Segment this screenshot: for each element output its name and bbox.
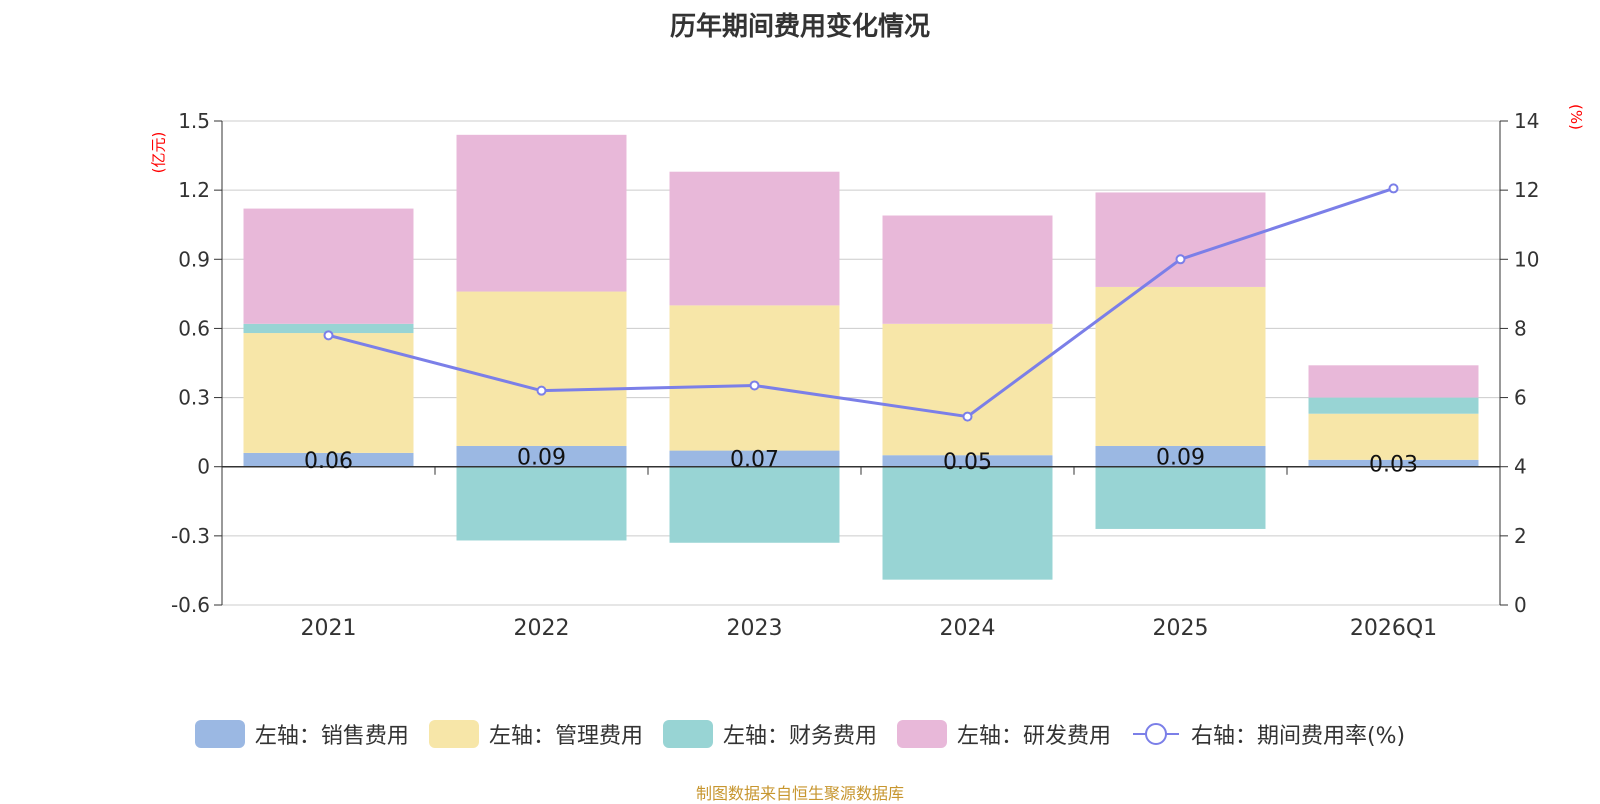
bar-sales-2022 [456,445,627,467]
x-category-label: 2026Q1 [1350,616,1437,641]
x-category-label: 2022 [514,616,570,641]
bar-sales-2023 [669,450,840,467]
legend-swatch-admin [428,720,479,748]
left-axis-tick-label: -0.6 [171,593,210,617]
rate-point-2023 [749,380,760,391]
bar-sales-2024 [882,455,1053,467]
data-label-sales: 0.07 [730,448,779,473]
legend-item-finance[interactable]: 左轴：财务费用 [662,718,877,750]
bar-finance-2026Q1 [1308,397,1479,414]
bar-sales-2021 [243,452,414,467]
bar-finance-2024 [882,466,1053,580]
chart-canvas: -0.6 -0.3 0 0.3 0.6 0.9 1.2 1.5 0 2 4 6 8 10 12 14 0.06 0… [171,109,1539,641]
bar-rnd-2023 [669,171,840,306]
legend-line-symbol-icon [1132,723,1179,745]
bar-admin-2023 [669,305,840,451]
x-category-label: 2021 [301,616,357,641]
right-axis-tick-label: 12 [1514,178,1539,202]
x-category-label: 2025 [1153,616,1209,641]
bar-admin-2022 [456,291,627,446]
right-axis-tick-label: 14 [1514,109,1539,133]
rate-point-2026Q1 [1388,183,1399,194]
rate-point-2024 [962,411,973,422]
rate-point-2022 [536,385,547,396]
bar-finance-2022 [456,466,627,541]
legend-label-rnd: 左轴：研发费用 [956,724,1111,749]
legend-item-rate[interactable]: 右轴：期间费用率(%) [1131,718,1405,750]
legend-label-finance: 左轴：财务费用 [722,724,877,749]
rate-line [328,186,1394,419]
right-axis-tick-label: 10 [1514,247,1539,271]
left-axis-tick-label: 0 [197,455,210,479]
legend-item-sales[interactable]: 左轴：销售费用 [194,718,409,750]
legend-label-sales: 左轴：销售费用 [254,724,409,749]
chart-title: 历年期间费用变化情况 [669,12,930,42]
bar-admin-2024 [882,323,1053,456]
data-source-note: 制图数据来自恒生聚源数据库 [695,784,904,803]
left-axis-tick-label: 0.6 [178,316,210,340]
left-axis-tick-label: 1.2 [178,178,210,202]
bar-finance-2025 [1095,466,1266,529]
legend-swatch-rnd [896,720,947,748]
bar-rnd-2024 [882,215,1053,324]
right-axis-tick-label: 6 [1514,386,1527,410]
legend: 左轴：销售费用 左轴：管理费用 左轴：财务费用 左轴：研发费用 右轴：期间费用率… [0,718,1600,750]
right-axis-tick-label: 4 [1514,455,1527,479]
data-label-sales: 0.09 [517,445,566,470]
data-label-sales: 0.03 [1369,452,1418,477]
data-label-sales: 0.06 [304,449,353,474]
right-axis-tick-label: 8 [1514,316,1527,340]
legend-label-admin: 左轴：管理费用 [488,724,643,749]
bar-finance-2023 [669,466,840,543]
rate-point-2025 [1175,254,1186,265]
bar-sales-2025 [1095,445,1266,467]
bar-admin-2026Q1 [1308,413,1479,460]
left-axis-tick-label: 0.9 [178,247,210,271]
legend-swatch-finance [662,720,713,748]
left-axis-tick-label: -0.3 [171,524,210,548]
legend-item-rnd[interactable]: 左轴：研发费用 [896,718,1111,750]
x-category-label: 2024 [940,616,996,641]
right-axis-tick-label: 2 [1514,524,1527,548]
bar-rnd-2021 [243,208,414,324]
bar-admin-2025 [1095,286,1266,446]
bar-rnd-2026Q1 [1308,365,1479,398]
left-axis-tick-label: 0.3 [178,386,210,410]
left-axis-tick-label: 1.5 [178,109,210,133]
data-label-sales: 0.09 [1156,445,1205,470]
bar-sales-2026Q1 [1308,459,1479,467]
data-label-sales: 0.05 [943,450,992,475]
legend-label-rate: 右轴：期间费用率(%) [1190,724,1406,749]
bar-rnd-2022 [456,134,627,292]
x-category-label: 2023 [727,616,783,641]
legend-swatch-sales [194,720,245,748]
right-axis-tick-label: 0 [1514,593,1527,617]
rate-point-2021 [323,330,334,341]
legend-item-admin[interactable]: 左轴：管理费用 [428,718,643,750]
bar-finance-2021 [243,323,414,334]
bar-admin-2021 [243,333,414,453]
